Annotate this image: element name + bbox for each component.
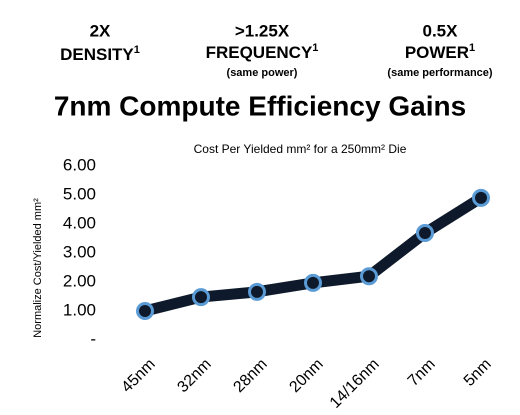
y-tick-label: 1.00 bbox=[63, 300, 96, 319]
y-tick-label: 3.00 bbox=[63, 242, 96, 261]
chart-subtitle: Cost Per Yielded mm² for a 250mm² Die bbox=[194, 142, 407, 156]
x-tick-label: 7nm bbox=[405, 356, 439, 390]
marker bbox=[416, 223, 434, 242]
header-note: (same power) bbox=[227, 67, 298, 79]
header-note: (same performance) bbox=[387, 67, 492, 79]
marker bbox=[192, 288, 210, 307]
header-label-text: FREQUENCY bbox=[206, 43, 313, 62]
marker bbox=[248, 282, 266, 301]
marker bbox=[136, 302, 154, 320]
marker bbox=[304, 273, 322, 292]
marker bbox=[472, 188, 490, 207]
y-axis-label: Normalize Cost/Yielded mm² bbox=[32, 198, 44, 338]
y-tick-label: - bbox=[90, 329, 96, 348]
header-value: 0.5X bbox=[423, 21, 459, 40]
header-value: >1.25X bbox=[235, 21, 290, 40]
header-sup: 1 bbox=[469, 42, 475, 54]
marker bbox=[360, 267, 378, 286]
header-value: 2X bbox=[90, 21, 111, 40]
x-tick-label: 20nm bbox=[286, 356, 326, 396]
y-tick-label: 4.00 bbox=[63, 213, 96, 232]
x-tick-label: 32nm bbox=[174, 356, 214, 396]
x-tick-label: 28nm bbox=[230, 356, 270, 396]
header-sup: 1 bbox=[312, 42, 318, 54]
x-tick-label: 5nm bbox=[461, 356, 495, 390]
y-tick-label: 2.00 bbox=[63, 271, 96, 290]
header-label: DENSITY1 bbox=[60, 44, 140, 65]
y-tick-label: 6.00 bbox=[63, 155, 96, 174]
header-label: POWER1 bbox=[405, 42, 475, 63]
x-tick-label: 45nm bbox=[118, 356, 158, 396]
header-label-text: DENSITY bbox=[60, 45, 134, 64]
x-tick-label: 14/16nm bbox=[327, 356, 383, 412]
header-sup: 1 bbox=[134, 44, 140, 56]
chart-title: 7nm Compute Efficiency Gains bbox=[54, 90, 466, 121]
y-tick-label: 5.00 bbox=[63, 184, 96, 203]
header-label: FREQUENCY1 bbox=[206, 42, 319, 63]
header-label-text: POWER bbox=[405, 43, 469, 62]
